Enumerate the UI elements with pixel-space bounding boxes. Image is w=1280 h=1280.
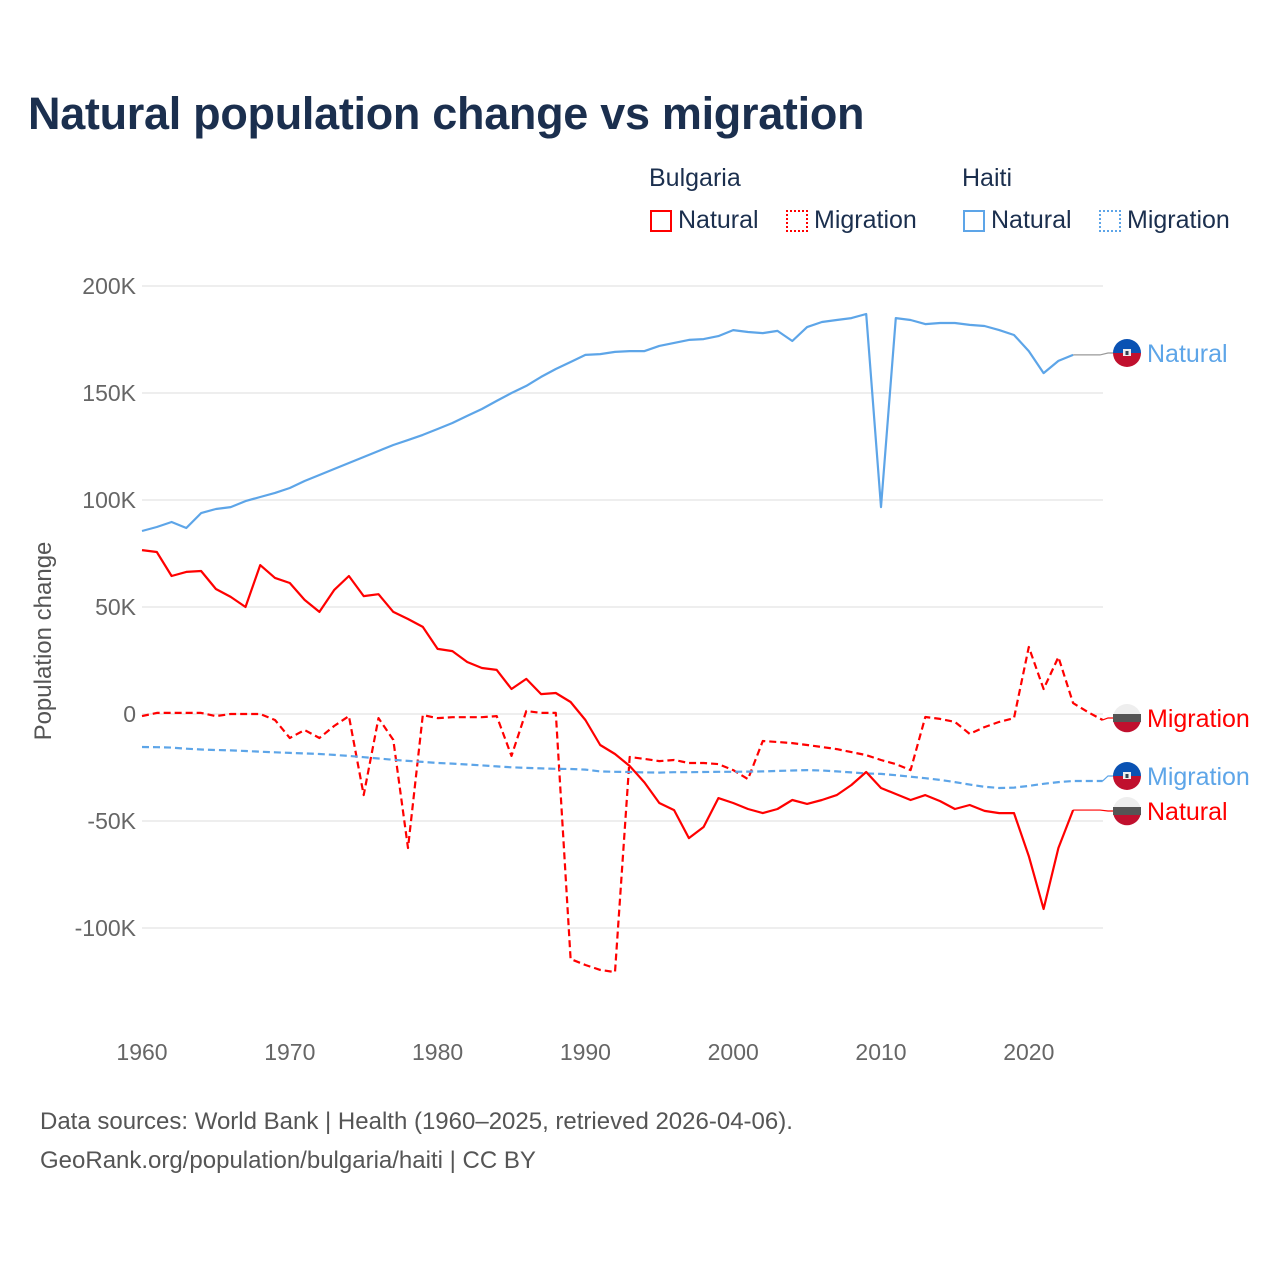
footer-sources: Data sources: World Bank | Health (1960–… bbox=[40, 1108, 793, 1135]
x-tick-label: 1970 bbox=[264, 1039, 315, 1065]
x-tick-label: 2010 bbox=[855, 1039, 906, 1065]
legend-label: Migration bbox=[1127, 206, 1230, 234]
bulgaria-flag-icon bbox=[1113, 704, 1141, 733]
legend-haiti-natural[interactable]: Natural bbox=[963, 206, 1072, 235]
solid-line-swatch-icon bbox=[963, 209, 985, 232]
legend-group-bulgaria: Bulgaria bbox=[649, 164, 741, 192]
haiti-flag-icon bbox=[1113, 762, 1141, 790]
bulgaria-flag-icon bbox=[1113, 797, 1141, 826]
dotted-line-swatch-icon bbox=[786, 209, 808, 232]
solid-line-swatch-icon bbox=[650, 209, 672, 232]
series-line-haiti-natural bbox=[141, 312, 1074, 533]
y-tick-label: 50K bbox=[95, 594, 137, 620]
label-connector bbox=[1073, 809, 1114, 812]
haiti-flag-icon bbox=[1113, 339, 1141, 367]
series-end-label: Natural bbox=[1147, 340, 1228, 368]
line-chart: 200K 150K 100K 50K 0 -50K -100K 1960 1970 1980 19… bbox=[30, 273, 1250, 1065]
label-connector bbox=[1102, 775, 1114, 782]
label-connector bbox=[1102, 717, 1114, 721]
legend-haiti-migration[interactable]: Migration bbox=[1099, 206, 1230, 235]
legend-bulgaria-natural[interactable]: Natural bbox=[650, 206, 759, 235]
x-tick-label: 1960 bbox=[116, 1039, 167, 1065]
y-tick-label: 150K bbox=[82, 380, 136, 406]
legend-label: Migration bbox=[814, 206, 917, 234]
series-end-label: Migration bbox=[1147, 763, 1250, 791]
y-tick-label: 0 bbox=[123, 701, 136, 727]
legend-bulgaria-migration[interactable]: Migration bbox=[786, 206, 917, 235]
series-end-label: Migration bbox=[1147, 705, 1250, 733]
y-tick-label: 200K bbox=[82, 273, 136, 299]
series-line-bulgaria-natural bbox=[141, 549, 1075, 911]
y-axis-label: Population change bbox=[30, 542, 57, 741]
x-tick-label: 1990 bbox=[560, 1039, 611, 1065]
label-connector bbox=[1073, 352, 1114, 356]
series-end-label: Natural bbox=[1147, 798, 1228, 826]
x-tick-label: 2000 bbox=[708, 1039, 759, 1065]
series-line-haiti-migration bbox=[141, 745, 1103, 790]
dotted-line-swatch-icon bbox=[1099, 209, 1121, 232]
y-tick-label: -100K bbox=[75, 915, 137, 941]
legend-label: Natural bbox=[678, 206, 759, 234]
series-line-bulgaria-migration bbox=[141, 645, 1104, 974]
x-tick-label: 2020 bbox=[1003, 1039, 1054, 1065]
legend-group-haiti: Haiti bbox=[962, 164, 1013, 192]
x-tick-label: 1980 bbox=[412, 1039, 463, 1065]
legend-label: Natural bbox=[991, 206, 1072, 234]
chart-title: Natural population change vs migration bbox=[28, 88, 865, 139]
y-tick-label: -50K bbox=[87, 808, 136, 834]
y-tick-label: 100K bbox=[82, 487, 136, 513]
footer-attribution[interactable]: GeoRank.org/population/bulgaria/haiti | … bbox=[40, 1147, 536, 1174]
